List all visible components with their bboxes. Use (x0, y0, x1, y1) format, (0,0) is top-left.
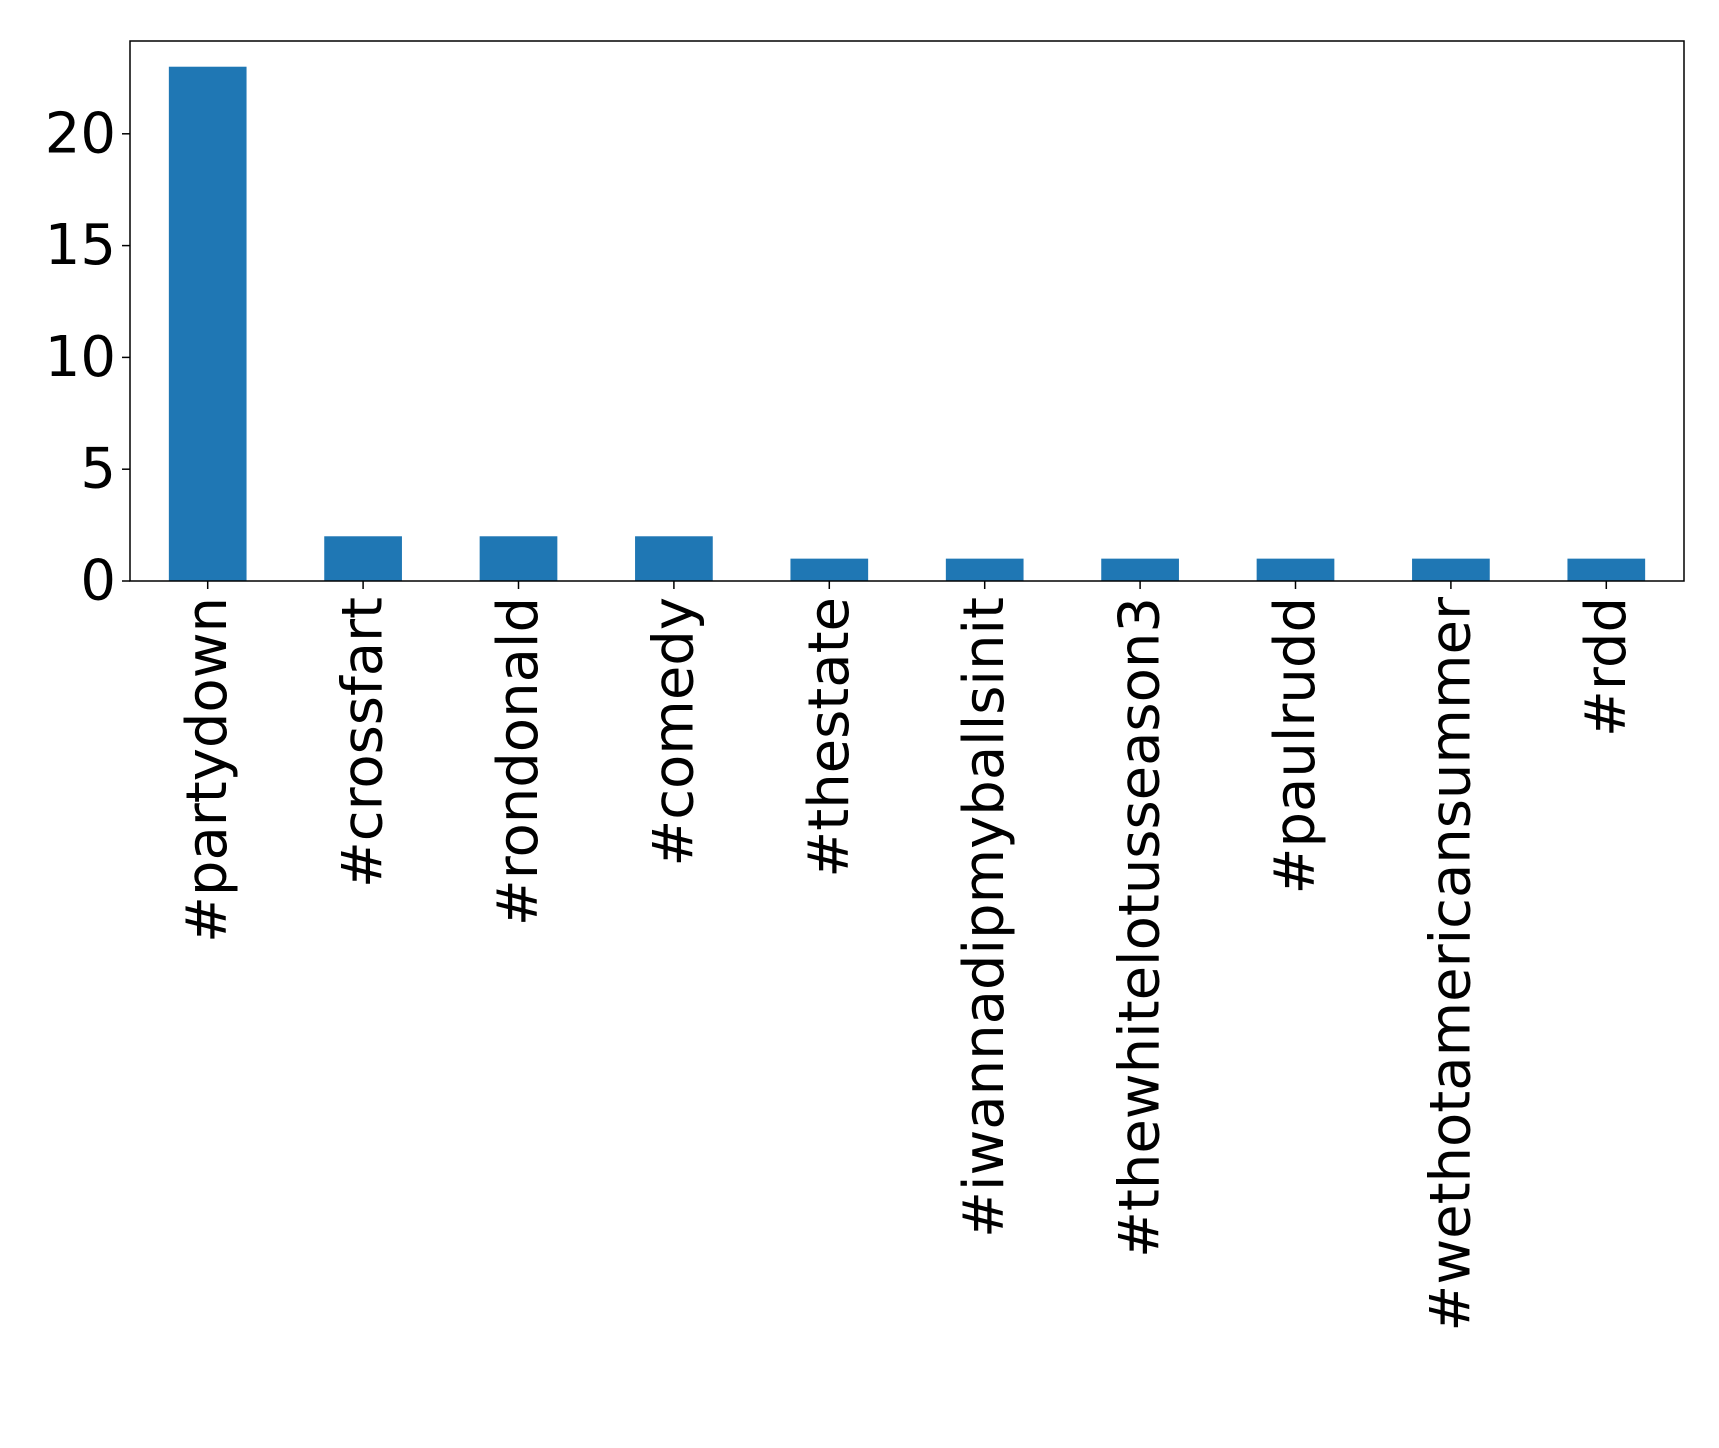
y-tick-label: 10 (45, 325, 116, 390)
x-tick-label: #comedy (641, 597, 706, 867)
y-axis: 0 5 10 15 20 (45, 101, 130, 614)
x-tick-label: #wethotamericansummer (1418, 596, 1483, 1332)
y-tick-label: 20 (45, 101, 116, 166)
x-tick-label: #rondonald (486, 597, 551, 926)
bar-crossfart (324, 536, 402, 581)
y-tick-label: 5 (80, 437, 116, 502)
y-tick-label: 0 (80, 549, 116, 614)
bar-rdd (1567, 558, 1646, 581)
x-tick-label: #iwannadipmyballsinit (952, 597, 1017, 1238)
x-tick-label: #thestate (797, 597, 862, 878)
bar-thestate (790, 558, 869, 581)
bar-rondonald (479, 536, 558, 581)
x-tick-label: #partydown (175, 597, 240, 943)
bar-thewhitelotusseason3 (1101, 558, 1179, 581)
bar-partydown (168, 66, 247, 581)
bar-wethotamericansummer (1412, 558, 1490, 581)
x-tick-label: #thewhitelotusseason3 (1108, 597, 1173, 1258)
y-tick-label: 15 (45, 213, 116, 278)
bars-group (168, 66, 1646, 581)
x-tick-label: #rdd (1574, 597, 1639, 737)
x-tick-label: #crossfart (331, 597, 396, 888)
bar-comedy (635, 536, 713, 581)
x-tick-label: #paulrudd (1263, 597, 1328, 894)
plot-frame (129, 40, 1685, 582)
bar-iwannadipmyballsinit (945, 558, 1024, 581)
x-axis: #partydown #crossfart #rondonald #comedy #th… (175, 581, 1639, 1332)
bar-paulrudd (1256, 558, 1335, 581)
